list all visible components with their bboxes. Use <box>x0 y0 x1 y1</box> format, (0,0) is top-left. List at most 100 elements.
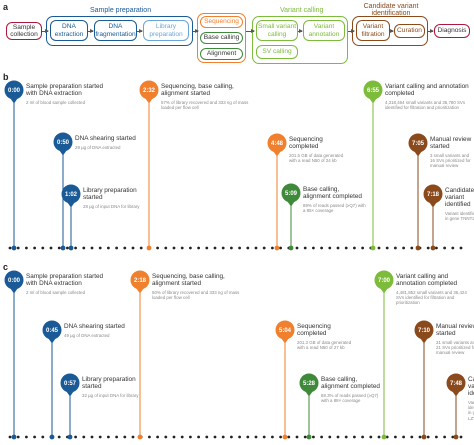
event-axis-dot <box>11 245 17 251</box>
axis-dot <box>82 435 86 439</box>
event-axis-dot <box>67 434 73 440</box>
event-marker <box>4 270 24 290</box>
event-description: 29 µg of DNA extracted <box>75 145 121 150</box>
axis-dot <box>410 246 414 250</box>
axis-dot <box>344 246 348 250</box>
event-axis-dot <box>415 245 421 251</box>
dna-fragmentation-box: DNA fragmentation <box>94 20 137 41</box>
axis-dot <box>82 246 86 250</box>
axis-dot <box>402 435 405 439</box>
event-time: 4:48 <box>271 141 284 147</box>
arrow <box>390 29 394 33</box>
axis-dot <box>107 246 110 250</box>
event-description: 50% of library recovered and 333 ng of m… <box>152 290 240 301</box>
axis-dot <box>295 435 299 439</box>
axis-dot <box>287 435 291 439</box>
event-marker <box>130 270 150 290</box>
event-title: Variant calling and annotation completed <box>396 273 458 287</box>
arrow <box>88 29 94 33</box>
event-description: Variant identified in gene TNNT2 <box>445 211 474 222</box>
event-axis-dot <box>370 245 376 251</box>
event-axis-dot <box>68 245 74 251</box>
event-time: 0:00 <box>8 278 21 284</box>
axis-dot <box>262 435 266 439</box>
dna-extraction-box: DNA extraction <box>50 20 88 41</box>
axis-dot <box>148 435 151 439</box>
event-title: Sequencing completed <box>289 136 323 150</box>
event-description: 31 small variants and 21 SVs prioritized… <box>436 340 474 356</box>
axis-dot <box>123 435 127 439</box>
axis-dot <box>98 246 102 250</box>
axis-dot <box>377 246 381 250</box>
axis-dot <box>328 435 332 439</box>
axis-dot <box>459 435 463 439</box>
event-marker <box>281 183 301 203</box>
event-axis-dot <box>146 245 152 251</box>
arrow <box>298 29 303 33</box>
axis-dot <box>262 246 266 250</box>
event-time: 0:57 <box>64 381 77 387</box>
event-title: Sequencing completed <box>297 323 331 337</box>
axis-dot <box>361 246 364 250</box>
event-time: 5:04 <box>279 328 292 334</box>
axis-dot <box>49 246 53 250</box>
event-marker <box>414 320 434 340</box>
axis-dot <box>25 435 28 439</box>
axis-dot <box>164 246 168 250</box>
axis-dot <box>238 246 242 250</box>
alignment-box: Alignment <box>200 48 243 60</box>
axis-dot <box>443 246 446 250</box>
event-axis-dot <box>430 245 436 251</box>
event-marker <box>4 80 24 100</box>
axis-dot <box>394 435 397 439</box>
variant-filtration-box: Variant filtration <box>356 20 390 41</box>
axis-dot <box>205 435 209 439</box>
axis-dot <box>33 246 36 250</box>
event-time: 0:50 <box>57 140 70 146</box>
arrow <box>193 29 199 33</box>
event-description: 201.3 GB of data generated with a read N… <box>297 340 352 351</box>
event-marker <box>53 132 73 152</box>
event-title: Candidate variant identified <box>468 376 474 397</box>
event-time: 6:55 <box>367 88 380 94</box>
event-title: Library preparation started <box>83 187 137 201</box>
event-axis-dot <box>381 434 387 440</box>
event-time: 7:05 <box>412 141 425 147</box>
event-title: Sequencing, base calling, alignment star… <box>161 83 234 97</box>
event-description: 89% of reads passed (≥Q7) with a 85× cov… <box>303 203 366 214</box>
event-title: Sample preparation started with DNA extr… <box>26 83 104 97</box>
event-title: Manual review started <box>430 136 472 150</box>
event-title: Candidate variant identified <box>445 187 474 208</box>
axis-dot <box>230 435 233 439</box>
event-axis-dot <box>11 434 17 440</box>
event-title: DNA shearing started <box>64 323 125 330</box>
event-axis-dot <box>288 245 294 251</box>
library-preparation-box: Library preparation <box>143 20 189 41</box>
axis-dot <box>74 246 77 250</box>
event-description: 57% of library recovered and 333 ng of m… <box>161 100 249 111</box>
axis-dot <box>271 435 274 439</box>
event-description: 4,318,464 small variants and 35,780 SVs … <box>385 100 466 111</box>
axis-dot <box>90 246 94 250</box>
axis-dot <box>320 435 323 439</box>
axis-dot <box>221 435 225 439</box>
sequencing-group <box>197 13 246 63</box>
axis-dot <box>254 435 258 439</box>
axis-dot <box>435 246 438 250</box>
event-time: 2:32 <box>143 88 156 94</box>
event-axis-dot <box>453 434 459 440</box>
event-description: 4,481,852 small variants and 36,424 SVs … <box>396 290 467 306</box>
event-description: 3 small variants and 16 SVs prioritized … <box>430 153 471 169</box>
axis-dot <box>98 435 102 439</box>
axis-dot <box>312 435 315 439</box>
axis-dot <box>435 435 438 439</box>
variant-calling-group <box>252 16 348 64</box>
axis-dot <box>328 246 332 250</box>
axis-dot <box>74 435 77 439</box>
axis-dot <box>213 435 217 439</box>
axis-dot <box>16 435 20 439</box>
event-axis-dot <box>137 434 143 440</box>
axis-dot <box>279 246 282 250</box>
variant-annotation-box: Variant annotation <box>303 20 345 41</box>
